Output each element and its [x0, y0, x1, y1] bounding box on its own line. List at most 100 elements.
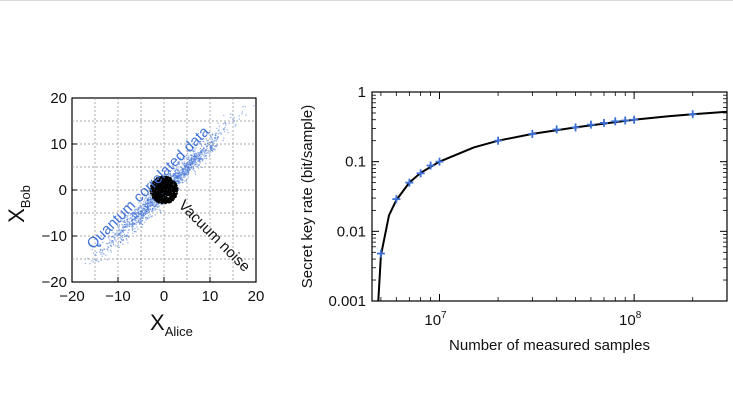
correlated-data-point — [94, 258, 96, 261]
vacuum-noise-point — [160, 175, 163, 178]
correlated-data-point — [123, 233, 126, 235]
vacuum-noise-point — [155, 190, 158, 193]
key-rate-marker — [688, 110, 697, 119]
correlated-data-point — [199, 160, 202, 163]
correlated-data-point — [198, 159, 200, 162]
correlated-data-point — [192, 168, 194, 170]
correlated-data-point — [178, 178, 180, 180]
vacuum-noise-point — [158, 200, 161, 203]
correlated-data-point — [144, 213, 147, 216]
vacuum-noise-point — [154, 194, 157, 197]
correlated-data-point — [137, 207, 140, 209]
correlated-data-point — [199, 155, 201, 157]
correlated-data-point — [226, 129, 228, 131]
correlated-data-point — [196, 163, 198, 165]
vacuum-noise-point — [175, 185, 178, 188]
correlated-data-point — [176, 180, 179, 182]
correlated-data-point — [215, 132, 218, 134]
correlated-data-point — [118, 237, 120, 239]
vacuum-noise-point — [160, 199, 163, 202]
correlated-data-point — [109, 239, 111, 241]
correlated-data-point — [181, 158, 184, 161]
key-rate-marker — [552, 125, 561, 134]
correlated-data-point — [178, 177, 180, 179]
correlated-data-point — [111, 229, 114, 232]
correlated-data-point — [128, 211, 130, 214]
correlated-data-point — [123, 229, 126, 231]
correlated-data-point — [191, 157, 193, 159]
vacuum-noise-point — [156, 177, 159, 180]
correlated-data-point — [96, 244, 99, 246]
correlated-data-point — [134, 210, 137, 212]
correlated-data-point — [218, 125, 221, 128]
correlated-data-point — [173, 175, 175, 177]
vacuum-noise-point — [164, 177, 167, 180]
correlated-data-point — [194, 148, 196, 151]
vacuum-noise-point — [159, 177, 161, 180]
correlated-data-point — [102, 252, 104, 254]
correlated-data-point — [112, 232, 114, 234]
correlated-data-point — [146, 212, 148, 215]
correlated-data-point — [215, 146, 217, 148]
vacuum-noise-point — [161, 196, 164, 199]
vacuum-noise-point — [163, 175, 166, 178]
correlated-data-point — [144, 208, 147, 211]
correlated-data-point — [191, 161, 193, 163]
correlated-data-point — [191, 154, 194, 156]
correlated-data-point — [141, 208, 143, 210]
correlated-data-point — [145, 216, 147, 219]
correlated-data-point — [138, 214, 140, 216]
vacuum-noise-point — [165, 190, 168, 193]
correlated-data-point — [182, 179, 184, 181]
vacuum-noise-point — [171, 180, 174, 183]
correlated-data-point — [137, 221, 139, 223]
correlated-data-point — [223, 114, 225, 117]
correlated-data-point — [224, 122, 226, 124]
correlated-data-point — [209, 146, 212, 148]
correlated-data-point — [111, 236, 113, 238]
correlated-data-point — [158, 205, 160, 207]
correlated-data-point — [196, 157, 198, 159]
vacuum-noise-point — [171, 185, 174, 188]
correlated-data-point — [229, 113, 231, 115]
correlated-data-point — [139, 223, 141, 225]
x-tick-label: −20 — [59, 288, 84, 305]
correlated-data-point — [183, 165, 185, 167]
correlated-data-point — [241, 113, 243, 115]
correlated-data-point — [210, 135, 212, 137]
correlated-data-point — [116, 232, 118, 234]
correlated-data-point — [167, 171, 169, 173]
correlated-data-point — [134, 227, 136, 230]
correlated-data-point — [196, 153, 199, 155]
correlated-data-point — [195, 165, 197, 168]
correlated-data-point — [186, 161, 188, 164]
correlated-data-point — [124, 219, 126, 222]
correlated-data-point — [91, 244, 93, 247]
right-y-axis-label: Secret key rate (bit/sample) — [299, 105, 316, 288]
vacuum-noise-point — [154, 199, 157, 202]
correlated-data-point — [199, 143, 201, 145]
right-plot-frame — [371, 91, 728, 302]
correlated-data-point — [205, 138, 207, 140]
correlated-data-point — [224, 126, 226, 129]
correlated-data-point — [182, 170, 184, 173]
correlated-data-point — [184, 168, 187, 171]
correlated-data-point — [124, 221, 126, 223]
correlated-data-point — [183, 162, 185, 165]
correlated-data-point — [193, 155, 195, 157]
correlated-data-point — [142, 223, 144, 225]
correlated-data-point — [118, 225, 121, 227]
vacuum-noise-point — [158, 176, 161, 178]
correlated-data-point — [144, 193, 146, 195]
vacuum-noise-point — [161, 188, 164, 191]
correlated-data-point — [193, 164, 195, 166]
correlated-data-point — [143, 213, 145, 215]
vacuum-noise-point — [152, 187, 155, 190]
correlated-data-point — [244, 106, 246, 108]
x-tick-label: 0 — [160, 288, 168, 305]
correlated-data-point — [134, 213, 136, 215]
correlated-data-point — [121, 224, 123, 226]
correlated-data-point — [197, 151, 199, 153]
correlated-data-point — [181, 178, 183, 180]
vacuum-noise-point — [156, 199, 159, 201]
